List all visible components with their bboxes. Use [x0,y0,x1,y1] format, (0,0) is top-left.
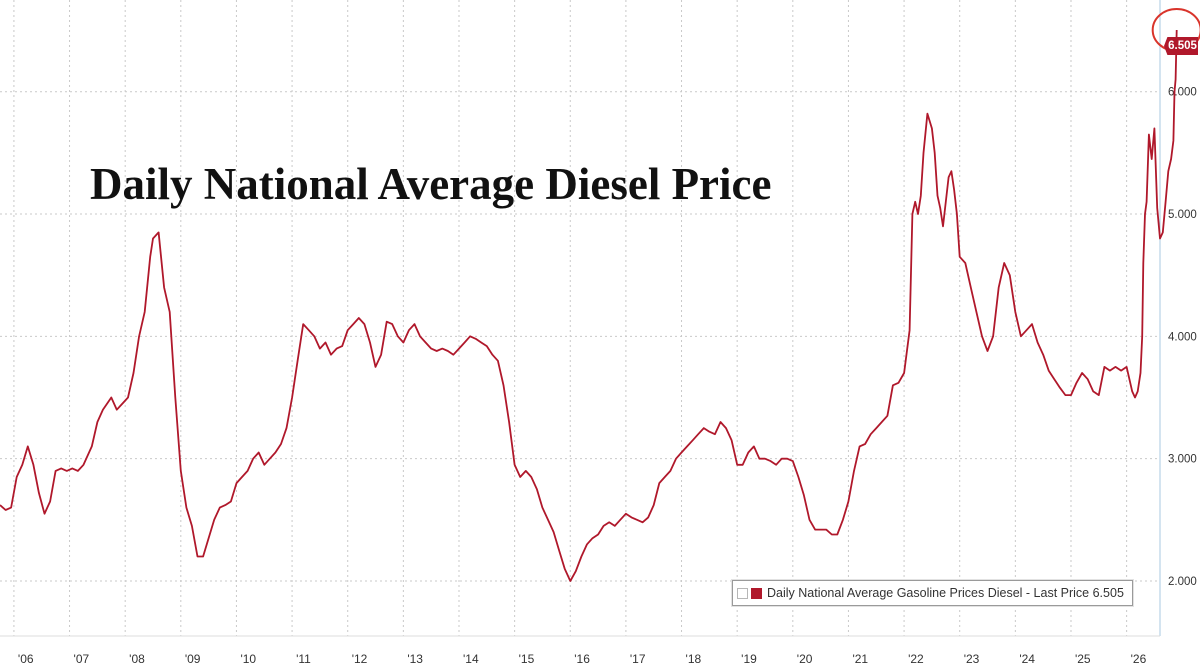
x-tick-label: '13 [407,652,423,666]
x-tick-label: '17 [630,652,646,666]
x-tick-label: '19 [741,652,757,666]
x-tick-label: '25 [1075,652,1091,666]
y-tick-label: 5.000 [1168,209,1197,221]
y-tick-label: 2.000 [1168,576,1197,588]
y-tick-label: 3.000 [1168,454,1197,466]
chart-legend[interactable]: Daily National Average Gasoline Prices D… [732,580,1133,606]
axis-ticks: 2.000 3.000 4.000 5.000 6.000 '06 '07 '08 '09 '10… [18,87,1197,666]
chart-grid [0,0,1160,636]
y-tick-label: 4.000 [1168,331,1197,343]
x-tick-label: '16 [574,652,590,666]
x-tick-label: '26 [1131,652,1147,666]
x-tick-label: '21 [852,652,868,666]
x-tick-label: '07 [74,652,90,666]
chart-title: Daily National Average Diesel Price [90,159,772,209]
x-tick-label: '15 [519,652,535,666]
x-tick-label: '22 [908,652,924,666]
series-layer [0,29,1178,582]
x-tick-label: '18 [686,652,702,666]
series-line [0,29,1178,582]
x-tick-label: '08 [129,652,145,666]
legend-label: Daily National Average Gasoline Prices D… [767,586,1124,600]
x-tick-label: '24 [1019,652,1035,666]
x-tick-label: '23 [964,652,980,666]
legend-swatch [751,587,762,599]
x-tick-label: '12 [352,652,368,666]
x-tick-label: '14 [463,652,479,666]
x-tick-label: '06 [18,652,34,666]
x-tick-label: '20 [797,652,813,666]
x-tick-label: '10 [240,652,256,666]
legend-checkbox[interactable] [737,587,748,599]
last-price-tag: 6.505 [1164,37,1198,55]
y-tick-label: 6.000 [1168,87,1197,99]
x-tick-label: '11 [296,652,311,666]
x-tick-label: '09 [185,652,201,666]
